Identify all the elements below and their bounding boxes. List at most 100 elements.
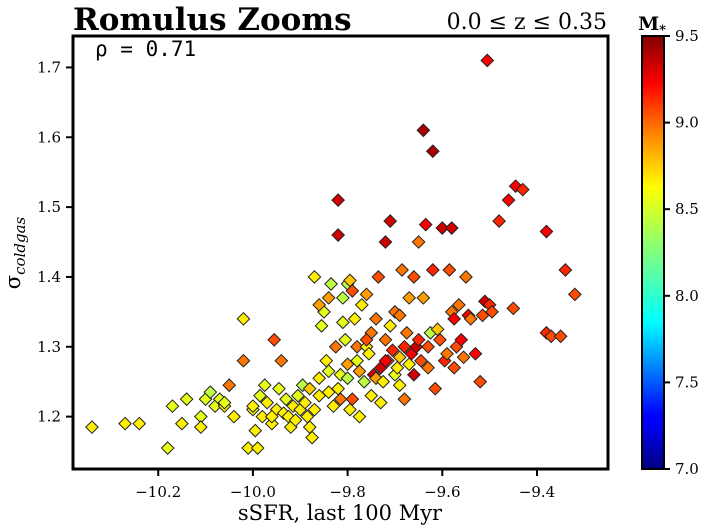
data-point (314, 318, 329, 333)
data-point (118, 416, 132, 431)
data-point (544, 329, 559, 344)
data-point (383, 318, 398, 333)
data-point (350, 339, 364, 354)
data-point (440, 346, 454, 361)
data-point (447, 360, 462, 375)
data-point (444, 221, 459, 235)
data-point (305, 430, 320, 445)
data-point (312, 371, 327, 386)
data-point (288, 413, 303, 428)
data-point (179, 392, 194, 407)
data-point (539, 224, 554, 239)
data-point (421, 360, 435, 375)
data-point (567, 287, 582, 302)
data-point (352, 409, 367, 424)
data-point (307, 402, 322, 417)
data-point (321, 385, 336, 400)
data-point (411, 332, 426, 347)
data-point (506, 301, 521, 316)
data-point (390, 360, 405, 375)
scatter-points (85, 53, 582, 455)
data-point (298, 395, 312, 410)
y-tick-label: 1.5 (37, 198, 61, 216)
data-point (347, 311, 362, 326)
y-axis-label: σcoldgas (1, 216, 29, 289)
data-point (274, 353, 289, 368)
data-point (361, 346, 376, 361)
data-point (345, 284, 360, 298)
data-point (324, 277, 338, 291)
data-point (343, 273, 357, 288)
data-point (425, 144, 440, 159)
data-point (442, 263, 457, 277)
data-point (331, 193, 346, 208)
data-point (473, 374, 488, 389)
y-tick-label: 1.3 (37, 338, 61, 356)
data-point (553, 329, 568, 344)
data-point (321, 364, 336, 379)
data-point (279, 392, 293, 407)
data-point (373, 395, 388, 410)
data-point (397, 392, 412, 407)
data-point (312, 297, 327, 312)
x-tick-label: −9.4 (519, 483, 555, 501)
data-point (203, 385, 218, 400)
data-point (406, 367, 421, 382)
x-axis-label: sSFR, last 100 Myr (238, 501, 443, 525)
data-point (85, 420, 99, 435)
axis-ticks: −10.2 −10.0 −9.8 −9.6 −9.4 1.2 1.3 1.4 1.5 1.6 1.7 (37, 58, 555, 501)
data-point (354, 297, 369, 312)
data-point (378, 235, 393, 249)
data-point (260, 395, 275, 410)
data-point (290, 388, 305, 403)
data-point (392, 308, 407, 323)
x-tick-label: −9.6 (424, 483, 460, 501)
data-point (421, 339, 435, 354)
y-axis-label-sub: coldgas (11, 216, 29, 274)
data-point (397, 339, 412, 354)
data-point (492, 214, 507, 228)
data-point (343, 402, 357, 417)
data-point (454, 332, 469, 347)
data-point (193, 420, 208, 435)
data-point (378, 353, 393, 368)
data-point (132, 416, 147, 431)
data-point (447, 311, 462, 326)
data-point (501, 193, 516, 208)
colorbar-ticks: 7.0 7.5 8.0 8.5 9.0 9.5 (664, 27, 699, 478)
data-point (257, 378, 272, 393)
data-point (264, 409, 279, 424)
data-point (227, 409, 241, 424)
data-point (335, 290, 350, 305)
data-point (451, 297, 466, 312)
data-point (435, 221, 450, 235)
data-point (402, 290, 417, 305)
data-point (333, 392, 348, 407)
data-point (338, 332, 353, 347)
data-point (558, 263, 573, 277)
data-point (236, 353, 251, 368)
data-point (414, 353, 428, 368)
data-point (402, 357, 417, 372)
data-point (392, 378, 407, 393)
data-point (264, 416, 279, 431)
data-point (321, 290, 336, 305)
data-point (255, 409, 270, 424)
data-point (359, 287, 374, 302)
data-point (160, 441, 175, 455)
data-point (418, 217, 433, 232)
data-point (307, 270, 322, 284)
data-point (295, 378, 310, 393)
data-point (371, 270, 386, 284)
x-tick-label: −10.2 (135, 483, 181, 501)
y-tick-label: 1.6 (37, 128, 61, 146)
data-point (236, 311, 251, 326)
data-point (433, 332, 447, 347)
colorbar (641, 35, 665, 470)
data-point (416, 290, 431, 305)
data-point (272, 381, 286, 396)
data-point (165, 399, 180, 414)
data-point (253, 388, 267, 403)
